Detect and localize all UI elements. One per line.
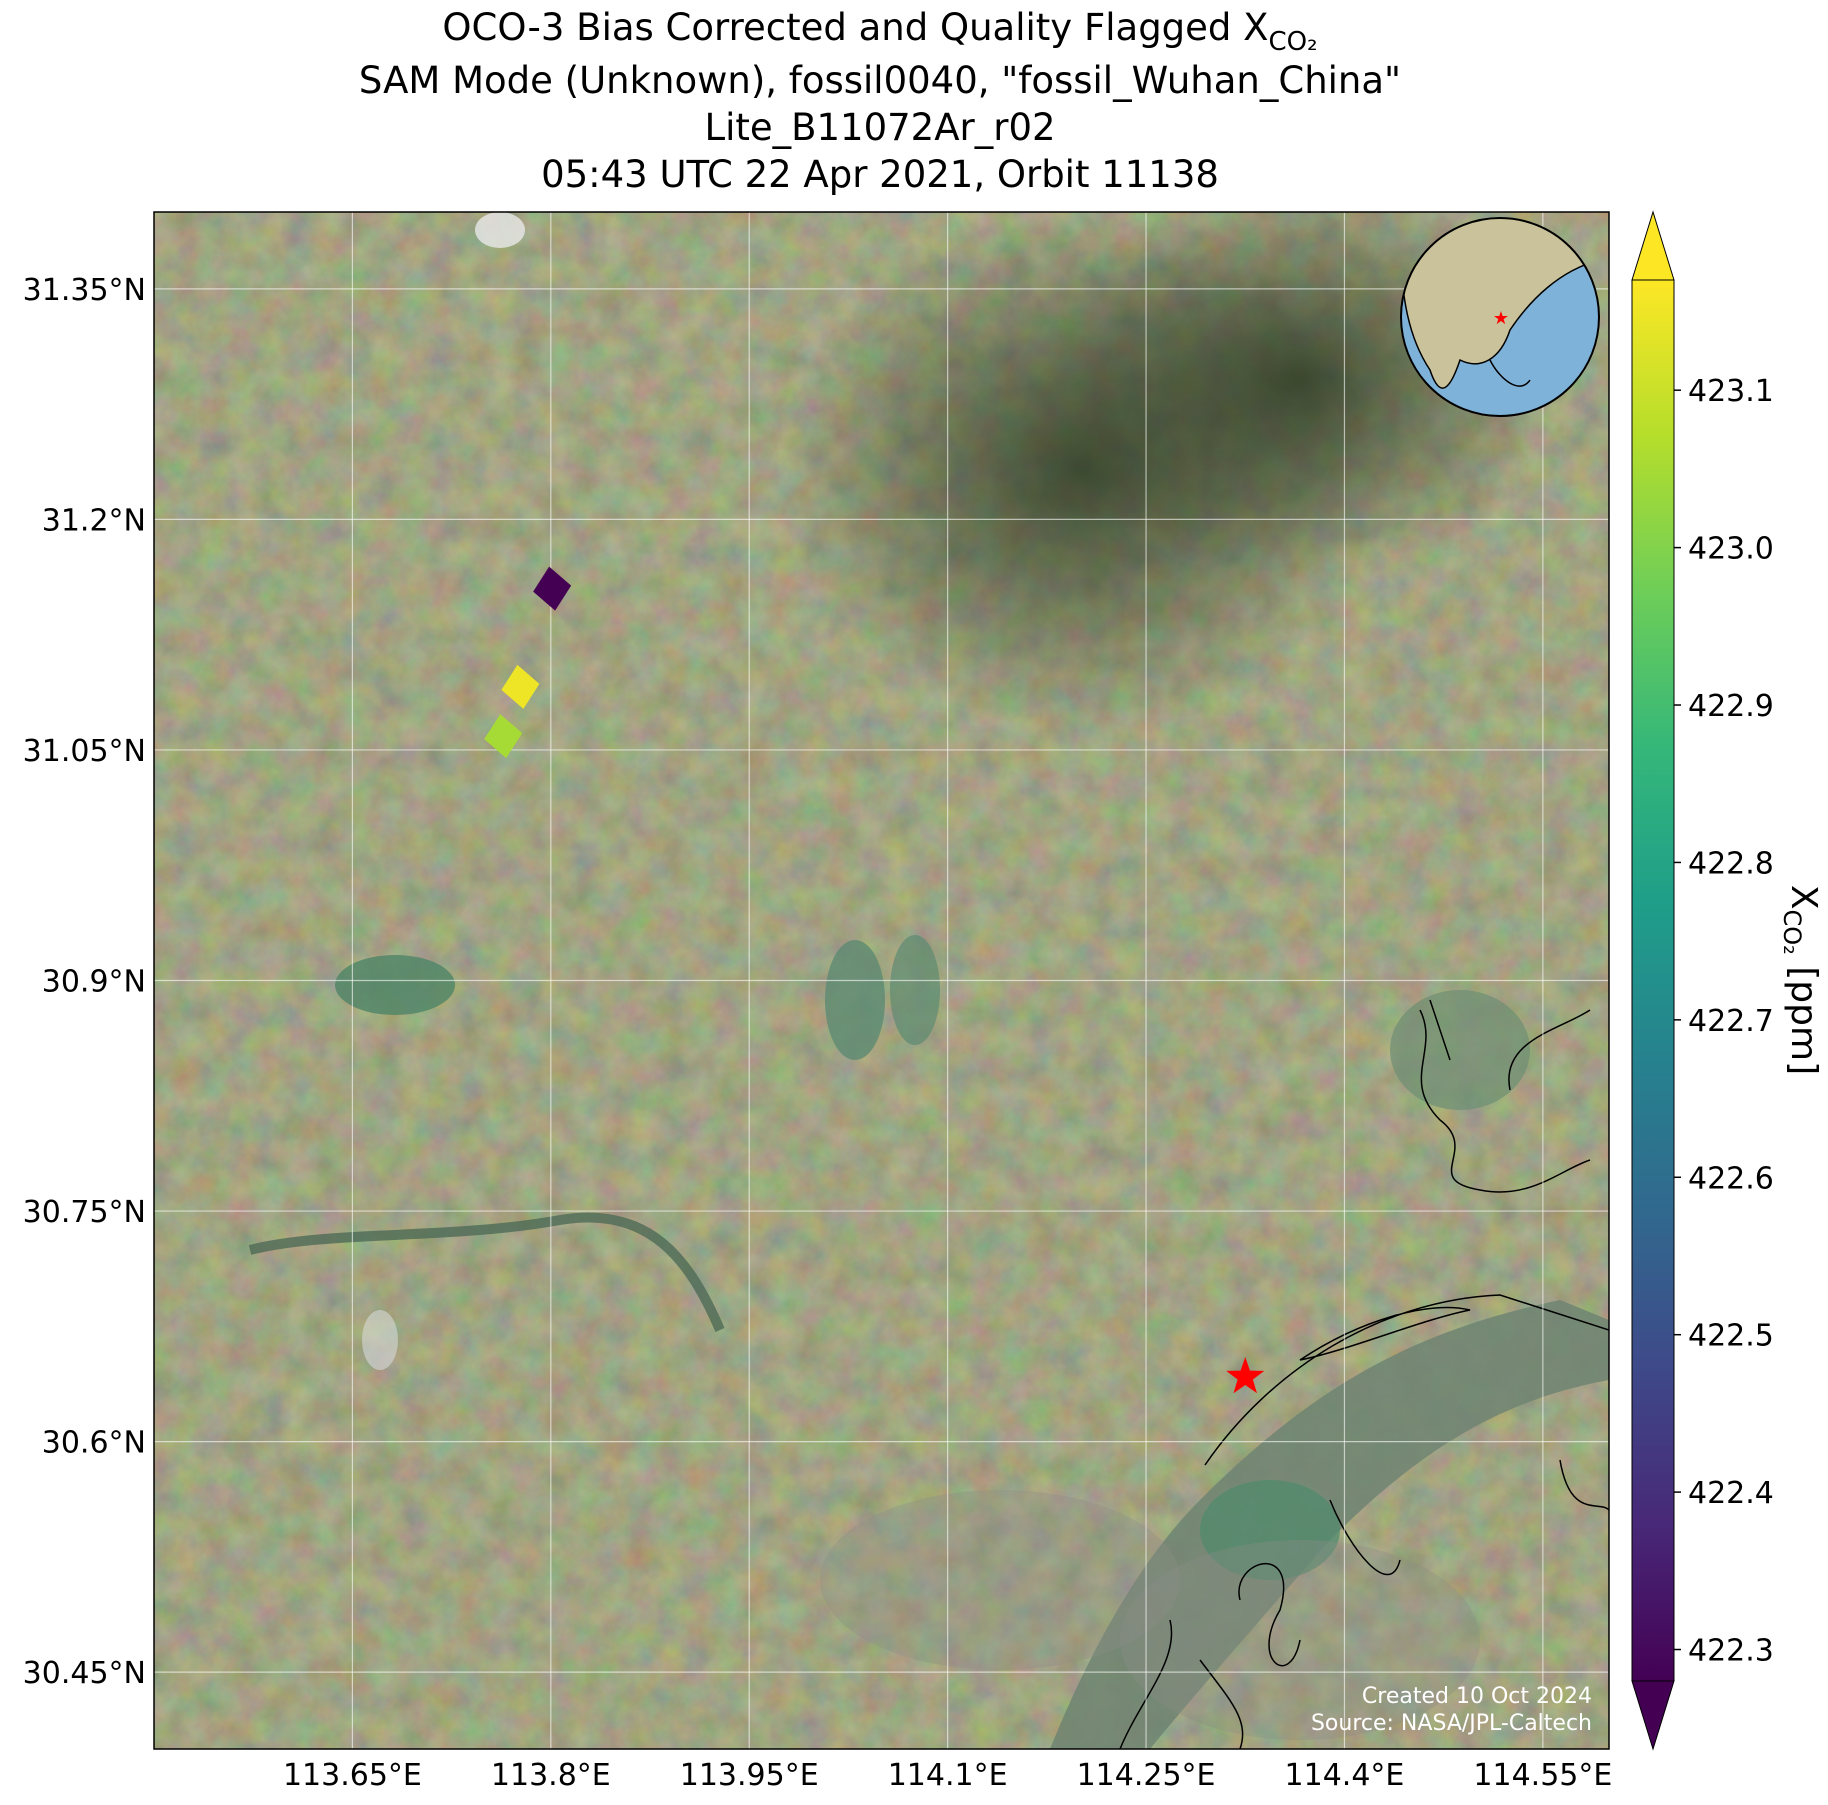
y-tick-label: 30.6°N: [42, 1426, 146, 1461]
annotation: Created 10 Oct 2024: [1362, 1684, 1592, 1709]
colorbar-tick-label: 422.4: [1688, 1476, 1774, 1511]
colorbar: 422.3 422.4 422.5 422.6 422.7 422.8 422.9 423.0…: [1631, 210, 1774, 1751]
colorbar-tick-label: 422.8: [1688, 846, 1774, 881]
chart-title: OCO-3 Bias Corrected and Quality Flagged…: [442, 6, 1317, 57]
title-text: OCO-3 Bias Corrected and Quality Flagged…: [442, 6, 1268, 49]
y-tick-label: 30.45°N: [23, 1656, 146, 1691]
colorbar-extend-bottom: [1631, 1680, 1675, 1751]
marks: [484, 566, 1265, 1394]
grid: [154, 212, 1609, 1749]
colorbar-tick-label: 422.5: [1688, 1319, 1774, 1354]
cb-label-text: X: [1783, 885, 1824, 910]
chart-subtitle: 05:43 UTC 22 Apr 2021, Orbit 11138: [541, 153, 1219, 196]
chart-subtitle: SAM Mode (Unknown), fossil0040, "fossil_…: [359, 59, 1401, 102]
x-tick-label: 113.65°E: [283, 1758, 422, 1793]
sounding: [484, 714, 523, 759]
colorbar-tick-label: 423.1: [1688, 374, 1774, 409]
plot-frame: [153, 211, 1610, 1750]
colorbar-label: XCO₂ [ppm]: [1778, 885, 1824, 1075]
x-tick-label: 114.4°E: [1285, 1758, 1405, 1793]
x-tick-label: 114.1°E: [888, 1758, 1008, 1793]
y-tick-label: 30.9°N: [42, 965, 146, 1000]
colorbar-tick-label: 422.3: [1688, 1634, 1774, 1669]
inset-globe: ★: [1400, 217, 1600, 417]
sounding: [533, 566, 572, 611]
y-tick-label: 31.05°N: [23, 734, 146, 769]
svg-text:★: ★: [1493, 308, 1509, 329]
y-tick-label: 31.35°N: [23, 273, 146, 308]
x-tick-label: 113.95°E: [680, 1758, 819, 1793]
y-tick-label: 30.75°N: [23, 1195, 146, 1230]
sounding: [501, 664, 540, 709]
colorbar-tick-label: 422.9: [1688, 689, 1774, 724]
cb-label-sub: CO₂: [1778, 910, 1806, 955]
colorbar-tick-label: 422.6: [1688, 1161, 1774, 1196]
x-tick-label: 113.8°E: [491, 1758, 611, 1793]
colorbar-extend-top: [1631, 210, 1675, 281]
x-tick-label: 114.25°E: [1077, 1758, 1216, 1793]
chart-subtitle: Lite_B11072Ar_r02: [704, 106, 1055, 149]
title-subscript: CO₂: [1269, 27, 1318, 57]
x-tick-label: 114.55°E: [1473, 1758, 1612, 1793]
y-tick-label: 31.2°N: [42, 503, 146, 538]
colorbar-tick-label: 423.0: [1688, 532, 1774, 567]
annotation: Source: NASA/JPL-Caltech: [1311, 1711, 1592, 1736]
site-marker: [1226, 1357, 1265, 1394]
cb-label-unit: [ppm]: [1783, 955, 1824, 1075]
basemap: [154, 212, 1609, 1749]
colorbar-body: [1631, 279, 1675, 1682]
colorbar-tick-label: 422.7: [1688, 1004, 1774, 1039]
